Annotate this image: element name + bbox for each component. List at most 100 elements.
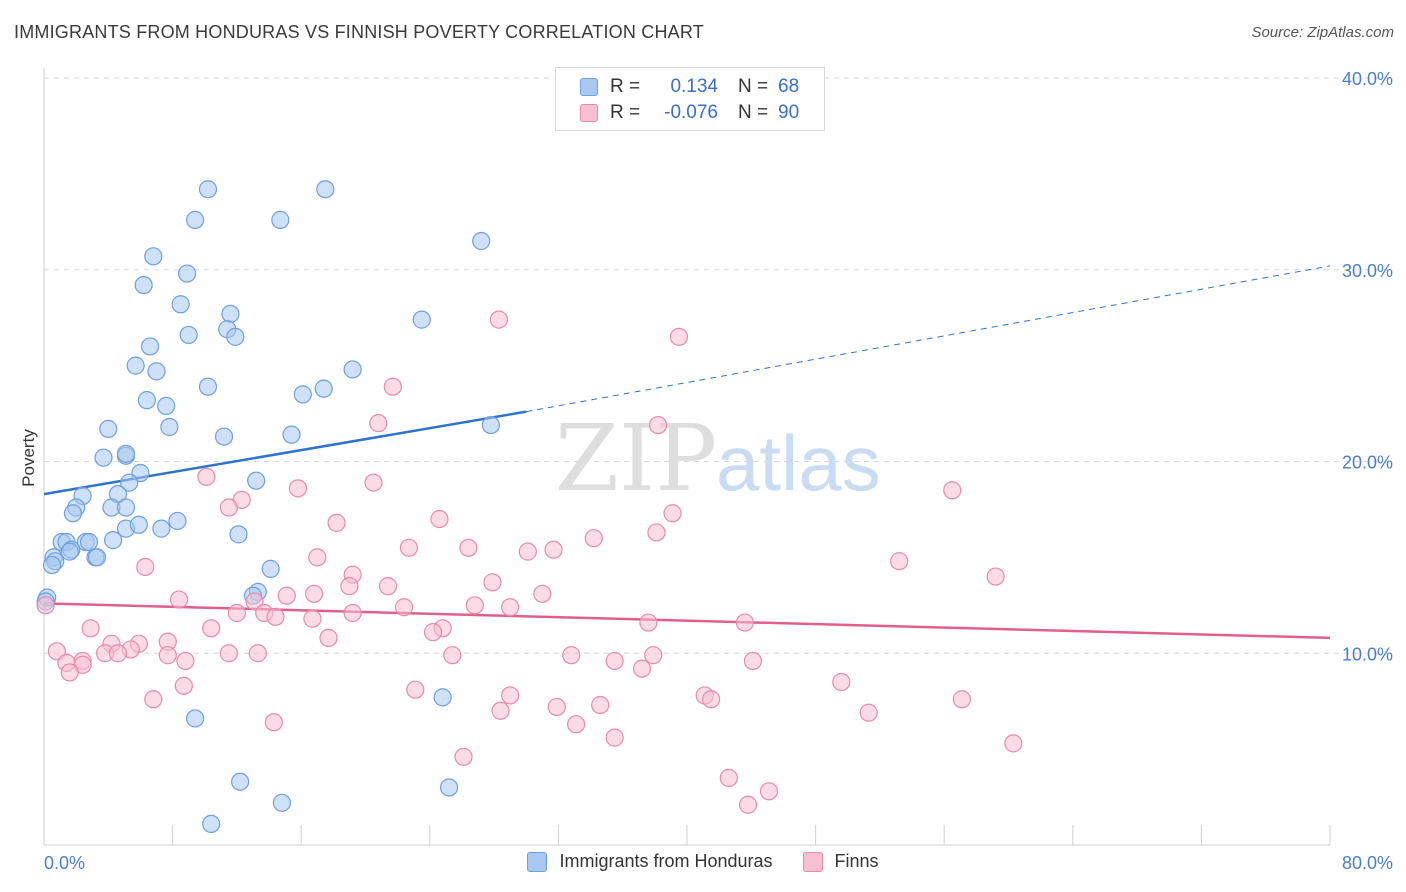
point-finns: [547, 697, 566, 717]
legend-swatch-honduras: [580, 78, 598, 96]
point-honduras: [261, 559, 280, 578]
point-finns: [544, 540, 563, 559]
point-finns: [489, 310, 509, 329]
point-finns: [533, 584, 552, 603]
trendline-honduras-extension: [526, 265, 1331, 413]
point-honduras: [214, 427, 234, 446]
point-finns: [144, 690, 163, 709]
point-honduras: [157, 396, 176, 415]
point-finns: [735, 613, 754, 632]
point-honduras: [226, 327, 245, 346]
point-honduras: [271, 210, 290, 229]
point-honduras: [140, 337, 160, 356]
point-finns: [566, 715, 586, 734]
point-honduras: [134, 275, 153, 295]
point-honduras: [42, 555, 62, 575]
tick-labels: 10.0% 20.0% 30.0% 40.0% 0.0% 80.0%: [44, 69, 1393, 873]
point-finns: [304, 584, 324, 603]
y-tick-label: 40.0%: [1342, 69, 1393, 89]
point-finns: [632, 659, 652, 678]
point-finns: [986, 567, 1005, 586]
point-finns: [605, 651, 624, 671]
point-honduras: [198, 180, 218, 199]
point-finns: [303, 609, 322, 628]
point-finns: [340, 577, 359, 596]
point-honduras: [120, 473, 139, 492]
point-honduras: [179, 325, 198, 345]
point-honduras: [116, 498, 136, 517]
r-value: -0.076: [664, 102, 718, 123]
x-tick-label: 80.0%: [1342, 853, 1393, 873]
point-finns: [248, 644, 267, 663]
point-finns: [743, 651, 763, 671]
point-finns: [663, 504, 682, 523]
point-honduras: [144, 247, 163, 266]
r-value: 0.134: [670, 76, 718, 97]
point-honduras: [282, 425, 301, 444]
point-honduras: [202, 814, 221, 834]
watermark-zip: ZIP: [555, 405, 717, 512]
y-tick-label: 30.0%: [1342, 261, 1393, 281]
legend-swatch-finns: [580, 104, 598, 122]
stats-legend: R = 0.134 N = 68 R = -0.076 N = 90: [555, 67, 825, 131]
point-finns: [702, 690, 721, 709]
legend-item-honduras[interactable]: Immigrants from Honduras: [527, 851, 773, 872]
point-finns: [36, 596, 55, 615]
point-finns: [501, 598, 520, 617]
point-finns: [343, 603, 362, 623]
legend-swatch-finns: [802, 851, 823, 872]
point-finns: [890, 552, 909, 571]
point-honduras: [171, 295, 190, 314]
point-honduras: [137, 391, 156, 410]
point-finns: [518, 542, 537, 561]
point-finns: [319, 628, 338, 648]
point-finns: [399, 538, 419, 557]
watermark-atlas: atlas: [716, 419, 881, 507]
point-finns: [832, 672, 851, 692]
point-finns: [308, 548, 327, 567]
point-finns: [406, 680, 425, 699]
point-honduras: [229, 525, 248, 544]
point-finns: [491, 701, 510, 720]
point-honduras: [433, 688, 452, 707]
legend-item-finns[interactable]: Finns: [802, 851, 879, 872]
point-honduras: [129, 515, 148, 534]
point-finns: [394, 598, 414, 617]
point-finns: [227, 603, 246, 623]
chart-source: Source: ZipAtlas.com: [1251, 24, 1394, 41]
point-honduras: [177, 264, 197, 283]
point-finns: [423, 623, 443, 642]
point-honduras: [116, 444, 136, 463]
point-finns: [264, 713, 283, 732]
n-value: 68: [778, 76, 800, 97]
watermark: ZIP atlas: [555, 405, 881, 512]
point-honduras: [186, 709, 205, 728]
point-honduras: [314, 379, 333, 398]
trendline-honduras: [43, 410, 527, 496]
y-tick-label: 10.0%: [1342, 644, 1393, 664]
point-finns: [288, 479, 308, 498]
data-points: [36, 180, 1023, 834]
point-finns: [369, 414, 388, 433]
point-finns: [378, 577, 398, 596]
y-axis-title: Poverty: [19, 429, 38, 487]
point-honduras: [87, 548, 107, 567]
point-honduras: [63, 504, 83, 523]
point-finns: [327, 513, 346, 532]
legend-row-honduras: R = 0.134 N = 68: [580, 74, 799, 100]
point-honduras: [60, 542, 79, 561]
point-finns: [219, 498, 238, 517]
point-finns: [197, 467, 216, 486]
point-finns: [277, 586, 296, 605]
point-honduras: [147, 362, 166, 381]
point-finns: [1004, 734, 1023, 753]
point-honduras: [316, 180, 335, 199]
point-finns: [266, 607, 285, 626]
point-finns: [859, 703, 878, 722]
point-finns: [174, 676, 193, 695]
point-finns: [169, 590, 189, 609]
point-finns: [759, 782, 779, 801]
n-value: 90: [778, 102, 800, 123]
point-honduras: [94, 448, 113, 467]
point-honduras: [198, 377, 218, 396]
